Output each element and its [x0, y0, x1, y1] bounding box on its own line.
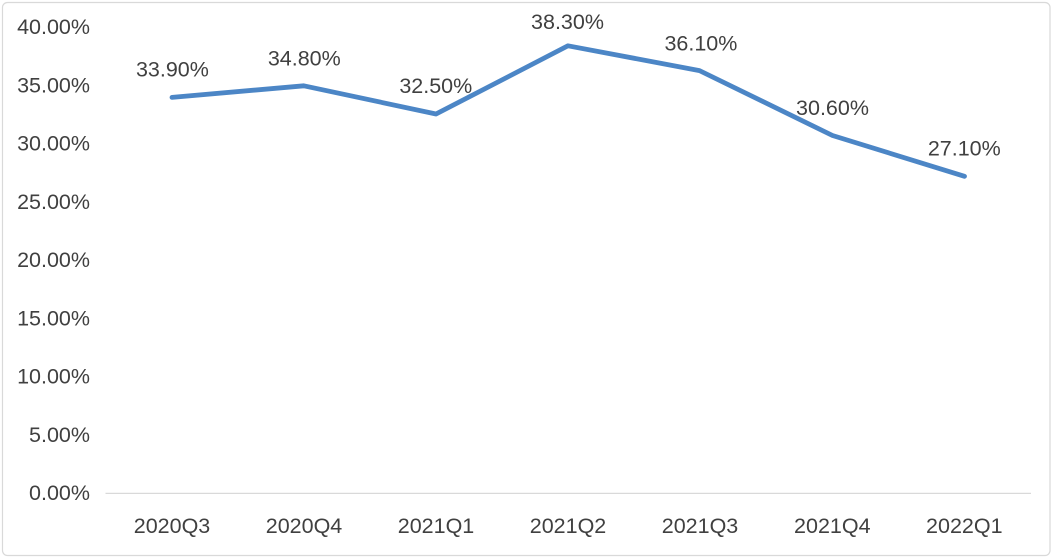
- svg-text:2020Q3: 2020Q3: [134, 514, 211, 538]
- svg-text:2022Q1: 2022Q1: [926, 514, 1003, 538]
- svg-text:2021Q2: 2021Q2: [530, 514, 607, 538]
- svg-text:5.00%: 5.00%: [29, 423, 90, 447]
- svg-text:2020Q4: 2020Q4: [266, 514, 343, 538]
- svg-text:2021Q4: 2021Q4: [794, 514, 871, 538]
- svg-text:2021Q3: 2021Q3: [662, 514, 739, 538]
- svg-text:35.00%: 35.00%: [17, 73, 90, 97]
- svg-text:34.80%: 34.80%: [268, 47, 341, 71]
- svg-text:10.00%: 10.00%: [17, 365, 90, 389]
- svg-text:20.00%: 20.00%: [17, 248, 90, 272]
- svg-text:27.10%: 27.10%: [928, 136, 1001, 160]
- svg-text:40.00%: 40.00%: [17, 15, 90, 39]
- svg-text:30.60%: 30.60%: [796, 96, 869, 120]
- svg-text:2021Q1: 2021Q1: [398, 514, 475, 538]
- svg-text:30.00%: 30.00%: [17, 132, 90, 156]
- svg-text:32.50%: 32.50%: [399, 74, 472, 98]
- svg-text:15.00%: 15.00%: [17, 306, 90, 330]
- svg-text:36.10%: 36.10%: [664, 32, 737, 56]
- svg-text:33.90%: 33.90%: [136, 58, 209, 82]
- svg-text:25.00%: 25.00%: [17, 190, 90, 214]
- svg-text:38.30%: 38.30%: [531, 10, 604, 34]
- svg-text:0.00%: 0.00%: [29, 481, 90, 505]
